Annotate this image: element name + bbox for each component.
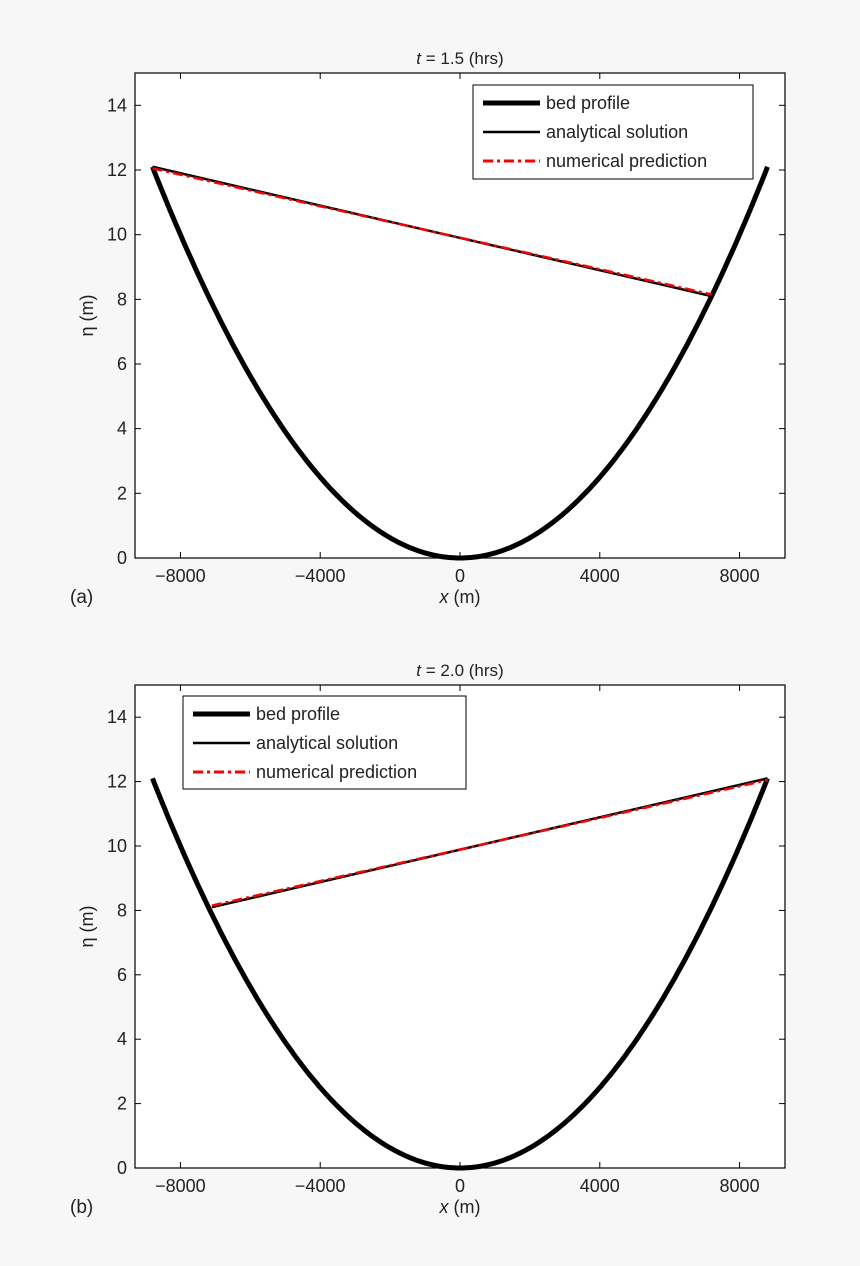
- x-axis-label: x (m): [439, 1197, 481, 1217]
- y-tick-label: 14: [107, 95, 127, 115]
- y-tick-label: 0: [117, 548, 127, 568]
- y-tick-label: 10: [107, 836, 127, 856]
- legend-label: analytical solution: [546, 122, 688, 142]
- y-tick-label: 8: [117, 289, 127, 309]
- x-axis-label: x (m): [439, 587, 481, 607]
- bed-profile-line: [150, 165, 770, 561]
- x-label-text: (m): [449, 1197, 481, 1217]
- numerical-prediction-line: [152, 167, 712, 296]
- legend-label: numerical prediction: [256, 762, 417, 782]
- x-tick-label: 8000: [720, 566, 760, 586]
- legend: bed profile analytical solution numerical …: [472, 84, 754, 180]
- x-label-variable: x: [439, 1197, 450, 1217]
- y-tick-label: 6: [117, 354, 127, 374]
- y-tick-label: 8: [117, 900, 127, 920]
- x-tick-label: −4000: [295, 1176, 346, 1196]
- panel-label: (a): [70, 587, 93, 608]
- title-variable: t: [416, 661, 422, 680]
- legend-label: analytical solution: [256, 733, 398, 753]
- y-tick-label: 14: [107, 707, 127, 727]
- chart-panel-a: −8000 −4000 0 4000 8000 0 2 4 6 8 10 12 14 t = 1.5 (h…: [70, 49, 786, 608]
- analytical-solution-line: [211, 777, 768, 909]
- y-tick-label: 6: [117, 965, 127, 985]
- y-tick-label: 2: [117, 483, 127, 503]
- x-tick-label: 8000: [720, 1176, 760, 1196]
- y-tick-label: 12: [107, 160, 127, 180]
- y-tick-label: 12: [107, 772, 127, 792]
- legend-label: bed profile: [546, 93, 630, 113]
- x-tick-label: 0: [455, 566, 465, 586]
- legend: bed profile analytical solution numerical …: [182, 695, 467, 790]
- y-axis-label: η (m): [77, 906, 97, 948]
- y-tick-label: 4: [117, 419, 127, 439]
- panel-label: (b): [70, 1197, 93, 1218]
- y-tick-label: 4: [117, 1029, 127, 1049]
- y-axis-label: η (m): [77, 295, 97, 337]
- title-variable: t: [416, 49, 422, 68]
- x-tick-label: 4000: [580, 566, 620, 586]
- title-text: = 1.5 (hrs): [421, 49, 504, 68]
- legend-label: numerical prediction: [546, 151, 707, 171]
- chart-title: t = 1.5 (hrs): [416, 49, 503, 68]
- chart-title: t = 2.0 (hrs): [416, 661, 503, 680]
- y-tick-label: 10: [107, 225, 127, 245]
- y-tick-label: 2: [117, 1094, 127, 1114]
- chart-panel-b: −8000 −4000 0 4000 8000 0 2 4 6 8 10 12 14 t = 2.0 (h…: [70, 661, 786, 1218]
- y-tick-label: 0: [117, 1158, 127, 1178]
- legend-label: bed profile: [256, 704, 340, 724]
- x-tick-label: −8000: [155, 566, 206, 586]
- x-tick-label: −4000: [295, 566, 346, 586]
- x-tick-label: 0: [455, 1176, 465, 1196]
- x-label-variable: x: [439, 587, 450, 607]
- x-label-text: (m): [449, 587, 481, 607]
- x-tick-label: −8000: [155, 1176, 206, 1196]
- bed-profile-line: [150, 777, 770, 1171]
- title-text: = 2.0 (hrs): [421, 661, 504, 680]
- x-tick-label: 4000: [580, 1176, 620, 1196]
